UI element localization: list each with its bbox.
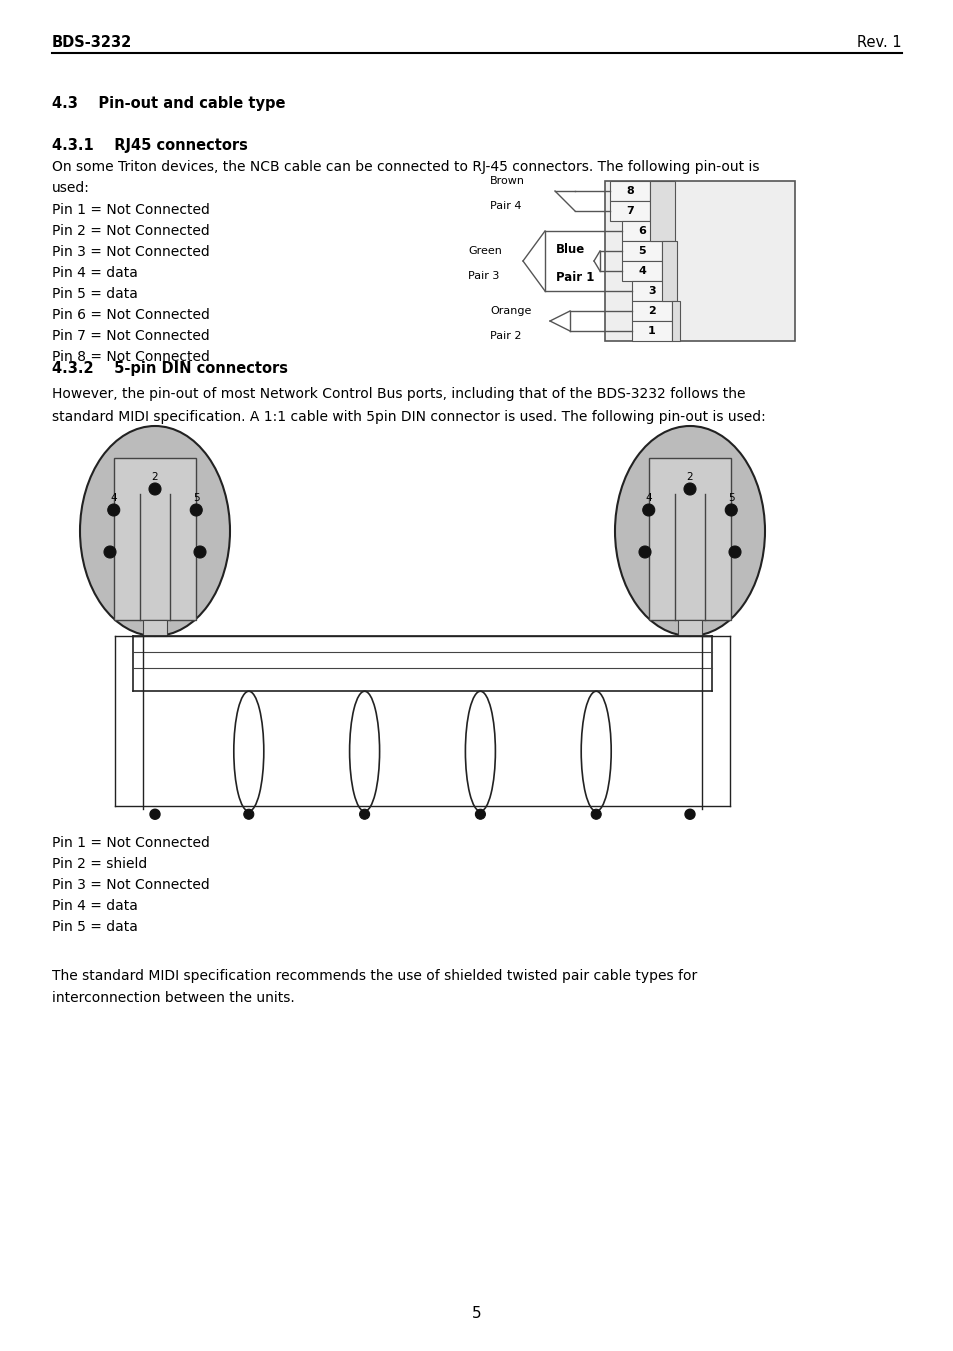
Ellipse shape bbox=[349, 692, 379, 811]
Bar bbox=[609, 201, 649, 222]
Circle shape bbox=[639, 546, 650, 558]
Bar bbox=[631, 322, 671, 340]
Text: BDS-3232: BDS-3232 bbox=[52, 35, 132, 50]
Text: 1: 1 bbox=[647, 326, 655, 336]
Text: On some Triton devices, the NCB cable can be connected to RJ-45 connectors. The : On some Triton devices, the NCB cable ca… bbox=[52, 159, 759, 174]
Text: However, the pin-out of most Network Control Bus ports, including that of the BD: However, the pin-out of most Network Con… bbox=[52, 386, 744, 401]
Bar bbox=[621, 261, 661, 281]
Bar bbox=[671, 301, 679, 340]
Text: 4.3    Pin-out and cable type: 4.3 Pin-out and cable type bbox=[52, 96, 285, 111]
Text: The standard MIDI specification recommends the use of shielded twisted pair cabl: The standard MIDI specification recommen… bbox=[52, 969, 697, 984]
Text: 4: 4 bbox=[645, 493, 652, 503]
Ellipse shape bbox=[80, 426, 230, 636]
Circle shape bbox=[724, 504, 737, 516]
Text: Pin 1 = Not Connected: Pin 1 = Not Connected bbox=[52, 836, 210, 850]
Bar bbox=[604, 181, 794, 340]
Circle shape bbox=[104, 546, 116, 558]
Bar bbox=[631, 281, 671, 301]
Text: used:: used: bbox=[52, 181, 90, 195]
Circle shape bbox=[642, 504, 654, 516]
Circle shape bbox=[190, 504, 202, 516]
Bar bbox=[621, 222, 661, 240]
Bar bbox=[678, 620, 701, 636]
Circle shape bbox=[591, 809, 600, 819]
Circle shape bbox=[475, 809, 485, 819]
Text: Pair 3: Pair 3 bbox=[468, 272, 498, 281]
Text: 4.3.2    5-pin DIN connectors: 4.3.2 5-pin DIN connectors bbox=[52, 361, 288, 376]
Bar bbox=[621, 240, 661, 261]
Bar bbox=[648, 458, 731, 620]
Text: Orange: Orange bbox=[490, 305, 531, 316]
Circle shape bbox=[149, 484, 161, 494]
Circle shape bbox=[244, 809, 253, 819]
Text: Pair 4: Pair 4 bbox=[490, 201, 521, 211]
Text: 4: 4 bbox=[638, 266, 645, 276]
Text: Brown: Brown bbox=[490, 176, 524, 186]
Bar bbox=[113, 458, 196, 620]
Circle shape bbox=[359, 809, 369, 819]
Circle shape bbox=[108, 504, 120, 516]
Text: Pin 1 = Not Connected: Pin 1 = Not Connected bbox=[52, 203, 210, 218]
Text: interconnection between the units.: interconnection between the units. bbox=[52, 992, 294, 1005]
Text: 5: 5 bbox=[193, 493, 199, 503]
Text: Pair 2: Pair 2 bbox=[490, 331, 521, 340]
Text: Pin 6 = Not Connected: Pin 6 = Not Connected bbox=[52, 308, 210, 322]
Text: Pin 2 = shield: Pin 2 = shield bbox=[52, 858, 147, 871]
Text: 5: 5 bbox=[472, 1306, 481, 1321]
Ellipse shape bbox=[233, 692, 264, 811]
Bar bbox=[609, 181, 649, 201]
Circle shape bbox=[150, 809, 160, 819]
Text: 6: 6 bbox=[638, 226, 645, 236]
Text: Pin 3 = Not Connected: Pin 3 = Not Connected bbox=[52, 245, 210, 259]
Bar bbox=[649, 181, 675, 240]
Text: 2: 2 bbox=[686, 471, 693, 482]
Circle shape bbox=[684, 809, 695, 819]
Text: Pin 5 = data: Pin 5 = data bbox=[52, 920, 138, 935]
Ellipse shape bbox=[465, 692, 495, 811]
Text: 4: 4 bbox=[111, 493, 117, 503]
Circle shape bbox=[193, 546, 206, 558]
Text: 5: 5 bbox=[638, 246, 645, 255]
Text: Pin 8 = Not Connected: Pin 8 = Not Connected bbox=[52, 350, 210, 363]
Text: 4.3.1    RJ45 connectors: 4.3.1 RJ45 connectors bbox=[52, 138, 248, 153]
Bar bbox=[631, 301, 671, 322]
Text: Rev. 1: Rev. 1 bbox=[857, 35, 901, 50]
Bar bbox=[143, 620, 167, 636]
Ellipse shape bbox=[615, 426, 764, 636]
Text: Pin 3 = Not Connected: Pin 3 = Not Connected bbox=[52, 878, 210, 892]
Text: Pair 1: Pair 1 bbox=[556, 272, 594, 284]
Text: standard MIDI specification. A 1:1 cable with 5pin DIN connector is used. The fo: standard MIDI specification. A 1:1 cable… bbox=[52, 409, 765, 424]
Ellipse shape bbox=[580, 692, 611, 811]
Text: 7: 7 bbox=[625, 205, 633, 216]
Text: Pin 4 = data: Pin 4 = data bbox=[52, 900, 138, 913]
Text: 2: 2 bbox=[647, 305, 655, 316]
Text: Pin 4 = data: Pin 4 = data bbox=[52, 266, 138, 280]
Text: Pin 2 = Not Connected: Pin 2 = Not Connected bbox=[52, 224, 210, 238]
Circle shape bbox=[683, 484, 696, 494]
Bar bbox=[661, 240, 677, 301]
Text: 5: 5 bbox=[727, 493, 734, 503]
Text: 8: 8 bbox=[625, 186, 633, 196]
Text: 3: 3 bbox=[647, 286, 655, 296]
Text: Blue: Blue bbox=[556, 243, 584, 255]
Text: Green: Green bbox=[468, 246, 501, 255]
Text: Pin 5 = data: Pin 5 = data bbox=[52, 286, 138, 301]
Circle shape bbox=[728, 546, 740, 558]
Text: Pin 7 = Not Connected: Pin 7 = Not Connected bbox=[52, 330, 210, 343]
Text: 2: 2 bbox=[152, 471, 158, 482]
